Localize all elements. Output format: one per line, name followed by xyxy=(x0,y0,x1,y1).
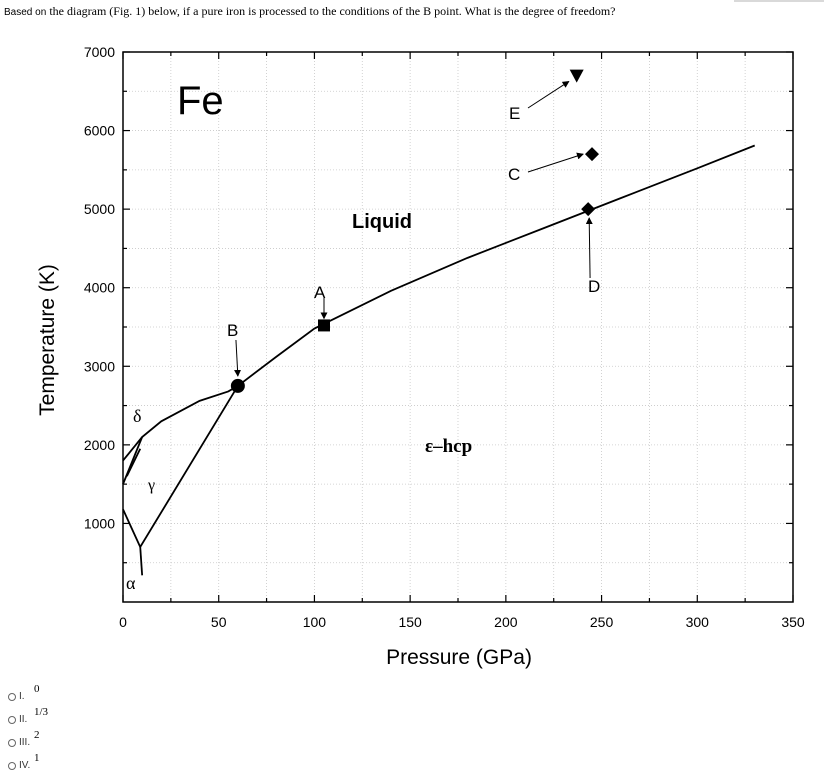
point-label-D: D xyxy=(588,277,600,296)
x-tick-label: 150 xyxy=(398,614,422,630)
question-body: the diagram (Fig. 1) below, if a pure ir… xyxy=(49,4,616,18)
option-numeral: IV. xyxy=(19,760,31,771)
point-label-C: C xyxy=(508,165,520,184)
y-tick-label: 5000 xyxy=(84,201,115,217)
option-3[interactable]: IV. 1 xyxy=(4,752,124,772)
region-label-delta: δ xyxy=(133,406,141,426)
marker-point-D xyxy=(581,202,596,217)
y-axis-label: Temperature (K) xyxy=(36,264,59,416)
plot-grid xyxy=(123,52,793,602)
option-1[interactable]: II. 1/3 xyxy=(4,706,124,726)
radio-button[interactable] xyxy=(8,693,16,701)
marker-point-E xyxy=(569,69,584,83)
radio-button[interactable] xyxy=(8,762,16,770)
top-divider xyxy=(734,0,824,2)
x-tick-labels: 0 50 100 150 200 250 300 350 xyxy=(119,614,805,630)
radio-button[interactable] xyxy=(8,739,16,747)
region-label-alpha: α xyxy=(126,573,136,593)
point-arrows xyxy=(234,81,593,377)
x-tick-label: 100 xyxy=(303,614,327,630)
phase-boundary-line xyxy=(122,436,143,485)
y-tick-label: 4000 xyxy=(84,280,115,296)
option-value: 2 xyxy=(34,729,40,741)
option-numeral: II. xyxy=(19,714,28,725)
option-numeral: I. xyxy=(19,691,25,702)
phase-boundary-line xyxy=(126,448,142,477)
arrow-D xyxy=(585,217,593,279)
phase-boundary-line xyxy=(139,546,144,576)
x-tick-label: 50 xyxy=(211,614,227,630)
arrow-B xyxy=(234,339,242,377)
region-label-gamma: γ xyxy=(147,477,155,494)
phase-boundary-line xyxy=(122,144,756,462)
plot-frame xyxy=(122,51,794,603)
x-tick-label: 200 xyxy=(494,614,518,630)
x-tick-label: 0 xyxy=(119,614,127,630)
y-tick-labels: 1000 2000 3000 4000 5000 6000 7000 xyxy=(84,44,115,531)
phase-boundaries xyxy=(122,144,756,576)
marker-point-A xyxy=(318,319,330,332)
region-label-liquid: Liquid xyxy=(352,211,412,233)
x-tick-label: 300 xyxy=(686,614,710,630)
y-tick-label: 3000 xyxy=(84,358,115,374)
element-label: Fe xyxy=(177,79,224,123)
y-tick-label: 7000 xyxy=(84,44,115,60)
question-lead: Based on xyxy=(4,7,47,18)
phase-diagram: 0 50 100 150 200 250 300 350 1000 2000 3000 4000 50… xyxy=(36,44,805,669)
arrow-C xyxy=(527,152,584,173)
radio-button[interactable] xyxy=(8,716,16,724)
option-value: 0 xyxy=(34,683,40,695)
y-tick-label: 2000 xyxy=(84,437,115,453)
point-label-B: B xyxy=(227,321,238,340)
x-tick-label: 250 xyxy=(590,614,614,630)
option-value: 1 xyxy=(34,752,40,764)
y-tick-label: 1000 xyxy=(84,515,115,531)
x-tick-label: 350 xyxy=(781,614,805,630)
region-label-hcp: ε–hcp xyxy=(425,436,472,457)
option-value: 1/3 xyxy=(34,706,49,718)
option-numeral: III. xyxy=(19,737,31,748)
point-label-A: A xyxy=(314,283,326,302)
y-tick-label: 6000 xyxy=(84,123,115,139)
option-2[interactable]: III. 2 xyxy=(4,729,124,749)
x-axis-label: Pressure (GPa) xyxy=(386,646,532,669)
question-text: Based on the diagram (Fig. 1) below, if … xyxy=(4,4,616,19)
marker-point-C xyxy=(585,147,599,162)
arrow-E xyxy=(527,81,570,109)
marker-point-B xyxy=(230,378,245,393)
axis-ticks xyxy=(122,51,794,602)
point-label-E: E xyxy=(509,104,520,123)
option-0[interactable]: I. 0 xyxy=(4,683,124,703)
data-markers xyxy=(230,69,599,393)
